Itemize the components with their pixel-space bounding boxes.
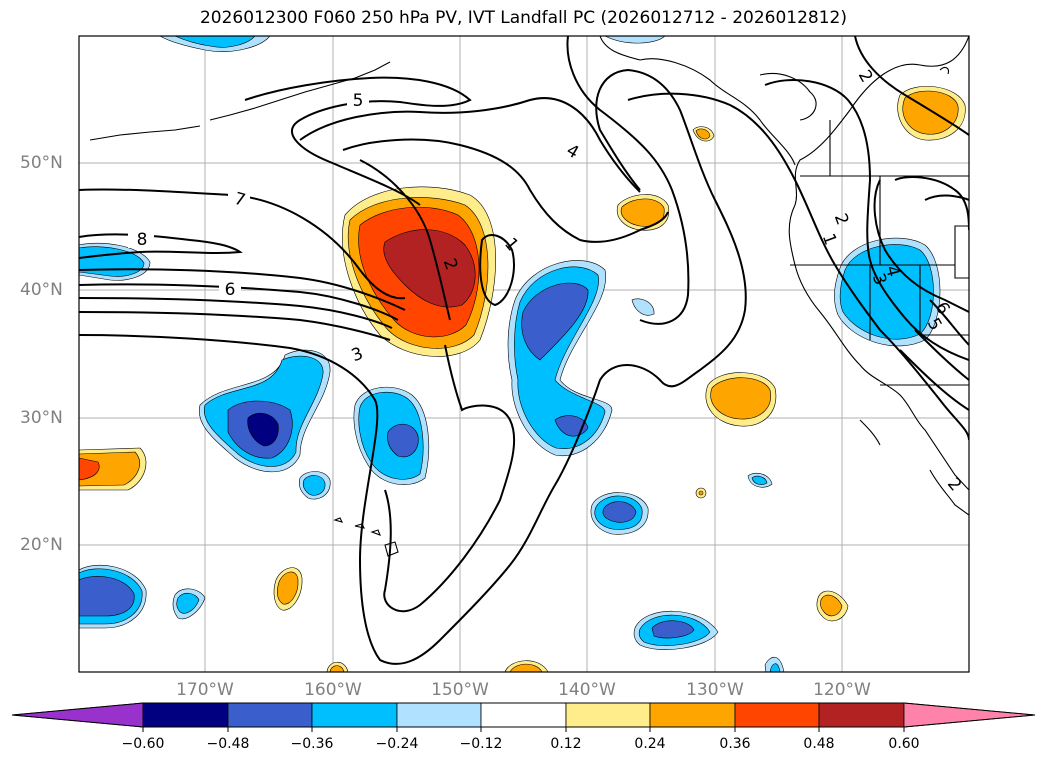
contour-label: 4 [881, 263, 903, 279]
lon-label: 140°W [558, 680, 616, 700]
contour-2 [627, 92, 969, 441]
colorbar-tick-label: −0.48 [206, 736, 250, 752]
contour-3 [79, 68, 747, 665]
colorbar [11, 702, 1036, 728]
colorbar-segment [142, 702, 229, 728]
pv-contours [79, 36, 969, 665]
map-frame [78, 35, 970, 673]
positive-anomaly-fills [79, 85, 966, 672]
contour-7 [79, 188, 406, 300]
contour-1 [764, 79, 969, 361]
lat-label: 20°N [20, 535, 63, 555]
colorbar-segment [227, 702, 313, 728]
colorbar-extend-high [903, 702, 1036, 728]
lon-label: 160°W [304, 680, 362, 700]
contour-label: 2 [830, 211, 852, 228]
contour-label: 6 [225, 280, 236, 300]
colorbar-segment [480, 702, 567, 728]
lon-label: 130°W [686, 680, 744, 700]
map-plot-area: 8 7 6 5 4 3 2 2 1 1 2 3 4 5 6 2 [79, 36, 969, 672]
contour-label: 2 [943, 474, 965, 495]
colorbar-segment [649, 702, 736, 728]
lat-label: 30°N [20, 408, 63, 428]
colorbar-tick-label: −0.12 [459, 736, 503, 752]
contour-label: 2 [854, 67, 877, 86]
contour-label: 1 [500, 234, 522, 255]
colorbar-tick-label: 0.36 [719, 736, 751, 752]
lat-label: 50°N [20, 153, 63, 173]
colorbar-ticks [142, 727, 905, 732]
colorbar-segment [734, 702, 820, 728]
contour-5 [244, 76, 472, 206]
contour-label: 7 [232, 189, 248, 211]
contour-label: 1 [818, 231, 840, 248]
political-boundaries [790, 120, 969, 386]
colorbar-tick-label: 0.48 [803, 736, 835, 752]
contour-6 [79, 283, 399, 321]
map-title: 2026012300 F060 250 hPa PV, IVT Landfall… [199, 8, 847, 28]
colorbar-tick-label: −0.36 [290, 736, 334, 752]
colorbar-segment [396, 702, 482, 728]
colorbar-tick-label: −0.24 [375, 736, 419, 752]
lon-label: 170°W [176, 680, 234, 700]
colorbar-segment [818, 702, 905, 728]
negative-anomaly-fills [79, 36, 941, 672]
colorbar-tick-label: −0.60 [121, 736, 165, 752]
colorbar-segment [311, 702, 398, 728]
contour-label: 8 [137, 230, 148, 250]
colorbar-tick-label: 0.24 [634, 736, 666, 752]
colorbar-tick-label: 0.12 [550, 736, 582, 752]
contour-label: 5 [353, 91, 364, 111]
colorbar-tick-label: 0.60 [888, 736, 920, 752]
lon-label: 120°W [813, 680, 871, 700]
colorbar-extend-low [11, 702, 144, 728]
lat-label: 40°N [20, 280, 63, 300]
colorbar-segment [565, 702, 651, 728]
lon-label: 150°W [431, 680, 489, 700]
